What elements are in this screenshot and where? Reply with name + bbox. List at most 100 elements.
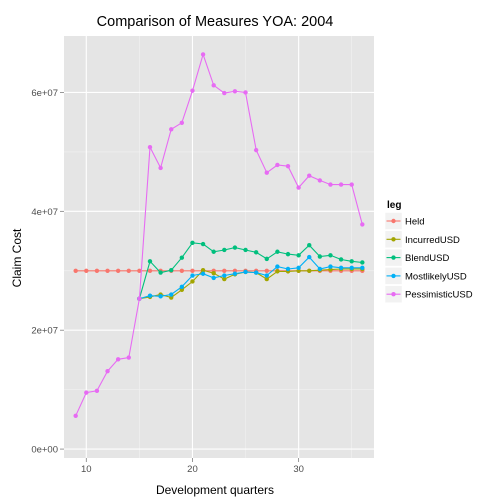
legend-title: leg <box>387 200 401 211</box>
legend-label: BlendUSD <box>405 253 449 264</box>
data-point-mostlikelyusd <box>317 266 323 272</box>
data-point-held <box>84 268 89 273</box>
series-line-blendusd <box>138 242 363 299</box>
data-point-blendusd <box>179 255 185 260</box>
data-point-mostlikelyusd <box>222 273 227 278</box>
legend: leg Held IncurredUSD BlendUSD MostlikelyUSD… <box>384 200 473 303</box>
data-point-blendusd <box>169 267 174 273</box>
data-point-incurredusd <box>275 269 280 274</box>
data-point-pessimisticusd <box>275 162 280 168</box>
data-point-incurredusd <box>222 276 227 282</box>
data-point-held <box>222 268 227 273</box>
data-point-pessimisticusd <box>115 357 121 362</box>
legend-key-point <box>391 292 396 297</box>
data-point-blendusd <box>275 249 280 254</box>
series-line-pessimisticusd <box>75 52 363 417</box>
data-point-blendusd <box>232 245 238 250</box>
chart-title: Comparison of Measures YOA: 2004 <box>97 14 334 30</box>
data-point-held <box>126 268 131 273</box>
data-point-incurredusd <box>200 267 206 273</box>
legend-label: IncurredUSD <box>405 235 460 246</box>
data-point-mostlikelyusd <box>147 293 153 298</box>
data-point-pessimisticusd <box>360 222 365 227</box>
data-point-pessimisticusd <box>147 144 153 150</box>
legend-item-blendusd: BlendUSD <box>384 248 449 267</box>
data-point-pessimisticusd <box>169 127 174 132</box>
data-point-pessimisticusd <box>190 88 195 93</box>
data-point-blendusd <box>200 241 206 247</box>
legend-item-mostlikelyusd: MostlikelyUSD <box>384 267 467 285</box>
data-point-pessimisticusd <box>200 52 206 57</box>
data-point-pessimisticusd <box>285 163 291 169</box>
data-point-pessimisticusd <box>105 369 110 374</box>
legend-label: PessimisticUSD <box>405 290 473 301</box>
legend-label: Held <box>405 217 425 228</box>
y-tick-label: 6e+07 <box>31 88 58 99</box>
data-point-held <box>137 268 142 273</box>
series-line-mostlikelyusd <box>139 256 363 300</box>
data-point-held <box>264 268 269 273</box>
data-point-held <box>190 268 195 273</box>
plot-panel <box>64 36 374 458</box>
data-point-blendusd <box>338 257 344 262</box>
legend-key-point <box>391 273 396 279</box>
data-point-pessimisticusd <box>126 355 131 360</box>
data-point-pessimisticusd <box>243 90 248 95</box>
series-blendusd <box>137 240 365 301</box>
data-point-pessimisticusd <box>179 120 185 125</box>
data-point-pessimisticusd <box>94 388 100 394</box>
data-point-pessimisticusd <box>253 147 259 153</box>
data-point-incurredusd <box>307 268 312 273</box>
data-point-held <box>105 268 110 273</box>
legend-item-incurredusd: IncurredUSD <box>384 230 460 249</box>
x-tick-label: 20 <box>187 464 198 475</box>
data-point-pessimisticusd <box>328 182 333 187</box>
data-point-incurredusd <box>211 270 216 276</box>
data-point-mostlikelyusd <box>243 269 248 275</box>
legend-items: Held IncurredUSD BlendUSD MostlikelyUSD Pess… <box>384 212 473 303</box>
data-point-pessimisticusd <box>222 90 227 96</box>
data-point-pessimisticusd <box>73 413 78 418</box>
legend-item-pessimisticusd: PessimisticUSD <box>384 285 473 303</box>
data-point-blendusd <box>158 270 163 275</box>
y-tick-label: 2e+07 <box>31 326 58 337</box>
data-point-blendusd <box>211 249 216 254</box>
data-point-held <box>115 268 121 273</box>
legend-key-point <box>391 237 396 242</box>
data-point-pessimisticusd <box>296 185 301 190</box>
data-point-blendusd <box>307 243 312 248</box>
x-axis: 10 20 30 <box>81 458 304 475</box>
legend-key-point <box>391 218 396 224</box>
data-point-pessimisticusd <box>232 89 238 94</box>
data-point-held <box>73 268 78 273</box>
data-point-blendusd <box>147 259 153 264</box>
y-tick-label: 4e+07 <box>31 207 58 218</box>
data-point-incurredusd <box>264 276 269 282</box>
legend-item-held: Held <box>384 212 425 230</box>
series-pessimisticusd <box>73 52 365 418</box>
data-point-blendusd <box>243 247 248 253</box>
data-point-mostlikelyusd <box>232 271 238 276</box>
y-axis-title: Claim Cost <box>10 228 24 287</box>
data-point-mostlikelyusd <box>179 284 185 290</box>
series-layer <box>73 52 365 418</box>
data-point-mostlikelyusd <box>264 273 269 278</box>
data-point-mostlikelyusd <box>158 294 163 299</box>
data-point-mostlikelyusd <box>349 265 354 271</box>
data-point-pessimisticusd <box>264 170 269 175</box>
data-point-mostlikelyusd <box>200 271 206 276</box>
data-point-blendusd <box>317 254 323 259</box>
data-point-blendusd <box>253 250 259 255</box>
data-point-mostlikelyusd <box>296 265 301 271</box>
data-point-mostlikelyusd <box>275 264 280 269</box>
data-point-blendusd <box>222 247 227 253</box>
data-point-blendusd <box>349 259 354 264</box>
data-point-mostlikelyusd <box>338 265 344 271</box>
data-point-blendusd <box>264 256 269 262</box>
data-point-mostlikelyusd <box>307 254 312 260</box>
data-point-held <box>94 268 100 273</box>
data-point-blendusd <box>296 253 301 258</box>
data-point-mostlikelyusd <box>190 273 195 278</box>
x-tick-label: 10 <box>81 464 92 475</box>
data-point-mostlikelyusd <box>211 275 216 281</box>
